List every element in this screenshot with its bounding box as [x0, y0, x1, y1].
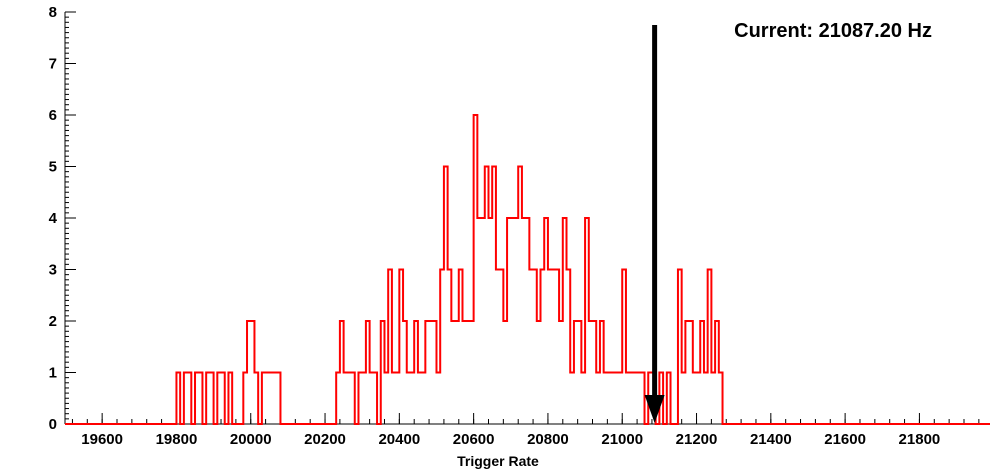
x-tick-label: 20200 — [304, 431, 346, 448]
y-tick-label: 7 — [49, 56, 57, 73]
y-tick-label: 3 — [49, 262, 57, 279]
x-tick-label: 20000 — [230, 431, 272, 448]
y-tick-label: 4 — [49, 210, 58, 227]
x-tick-label: 19800 — [156, 431, 198, 448]
y-tick-label: 1 — [49, 365, 57, 382]
y-tick-label: 6 — [49, 107, 57, 124]
y-tick-label: 8 — [49, 4, 57, 21]
y-tick-label: 2 — [49, 313, 57, 330]
x-tick-label: 21000 — [601, 431, 643, 448]
current-rate-label: Current: 21087.20 Hz — [734, 20, 932, 42]
x-tick-label: 21800 — [899, 431, 941, 448]
current-value-arrow-head — [644, 395, 665, 423]
x-tick-label: 21200 — [676, 431, 718, 448]
y-tick-label: 5 — [49, 159, 57, 176]
x-tick-label: 21600 — [824, 431, 866, 448]
x-tick-label: 21400 — [750, 431, 792, 448]
x-tick-label: 20600 — [453, 431, 495, 448]
x-axis-title: Trigger Rate — [457, 453, 539, 469]
x-tick-label: 19600 — [81, 431, 123, 448]
x-tick-label: 20800 — [527, 431, 569, 448]
histogram-series — [65, 114, 990, 425]
x-tick-label: 20400 — [378, 431, 420, 448]
y-tick-label: 0 — [49, 416, 57, 433]
